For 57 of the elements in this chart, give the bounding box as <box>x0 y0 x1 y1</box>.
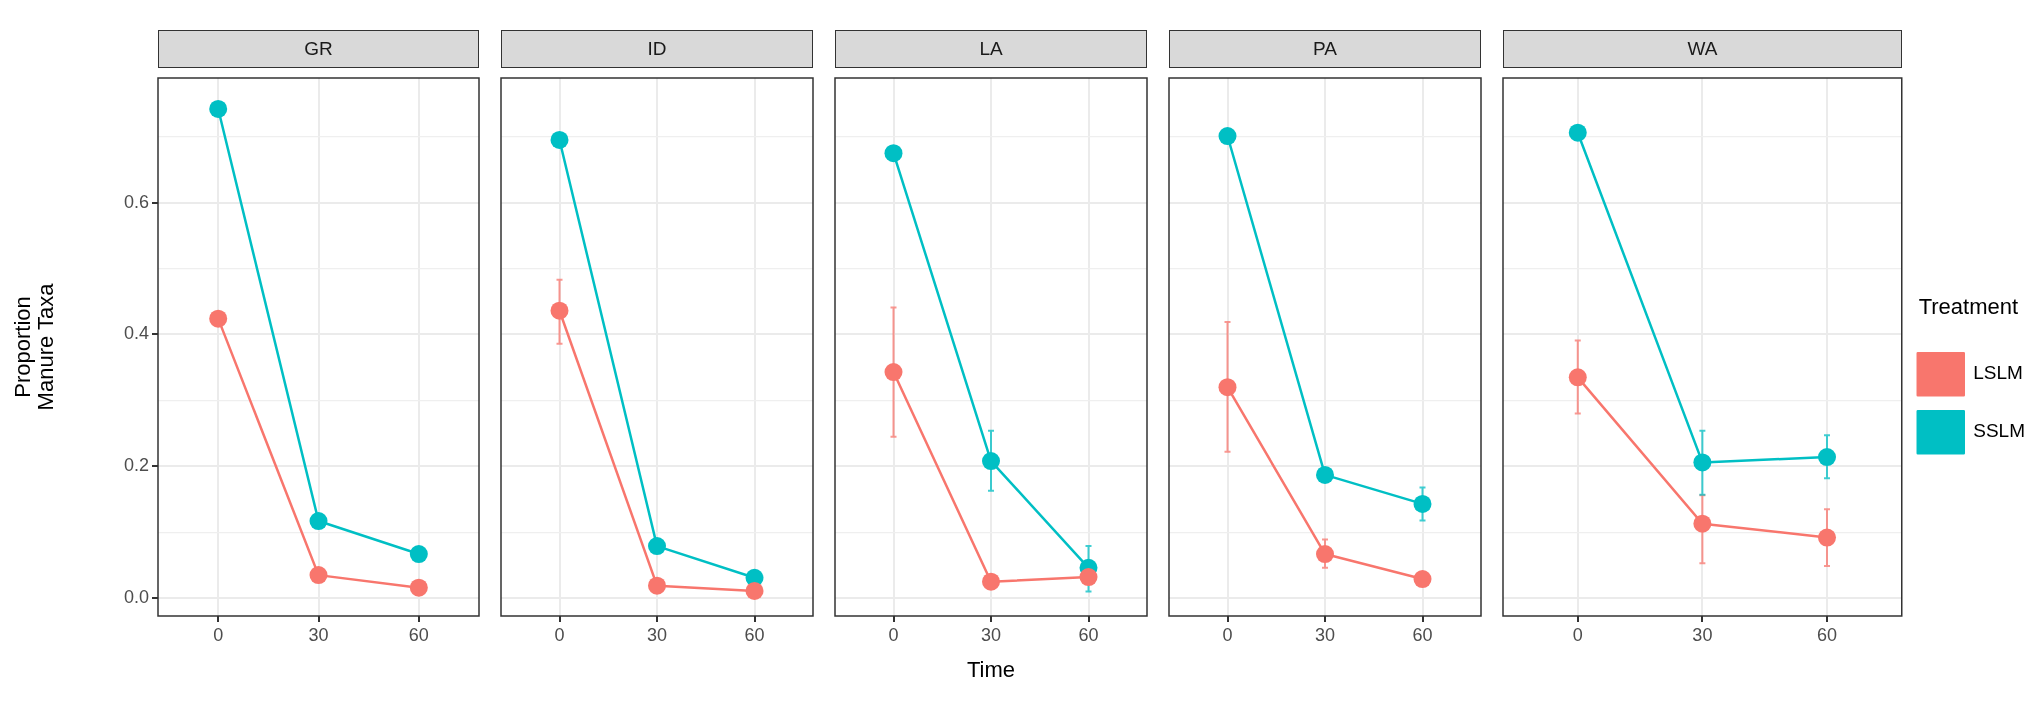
x-tick-label: 0 <box>1222 624 1233 645</box>
legend-label: SSLM <box>1973 420 2026 442</box>
x-tick-label: 60 <box>1078 624 1099 645</box>
point <box>648 576 666 595</box>
x-tick-label: 0 <box>888 624 899 645</box>
point <box>1316 545 1334 564</box>
x-axis-title: Time <box>966 656 1016 682</box>
point <box>1218 127 1237 146</box>
point <box>550 130 569 149</box>
point <box>745 581 764 600</box>
y-tick-label: 0.4 <box>123 323 149 344</box>
x-tick-label: 30 <box>1692 624 1713 645</box>
point <box>309 512 328 531</box>
point <box>1693 514 1712 533</box>
point <box>209 99 228 118</box>
y-axis-title: Proportion Manure Taxa <box>9 282 58 411</box>
y-tick-label: 0.2 <box>123 455 149 476</box>
point <box>409 545 428 564</box>
chart-title: ID <box>501 30 813 68</box>
point <box>1817 448 1836 467</box>
x-tick-label: 60 <box>744 624 765 645</box>
x-tick-label: 60 <box>1816 624 1838 645</box>
point <box>1817 528 1836 547</box>
x-tick-label: 30 <box>308 624 329 645</box>
point <box>1316 465 1334 484</box>
point <box>1568 123 1587 142</box>
chart-title: GR <box>158 30 479 68</box>
point <box>409 578 428 597</box>
x-tick-label: 60 <box>408 624 429 645</box>
point <box>982 572 1000 591</box>
point <box>1413 570 1432 589</box>
chart-title: WA <box>1503 30 1902 68</box>
point <box>209 309 228 328</box>
point <box>309 566 328 585</box>
x-tick-label: 60 <box>1412 624 1433 645</box>
point <box>1693 453 1712 472</box>
point <box>982 452 1000 471</box>
x-tick-label: 30 <box>1314 624 1336 645</box>
chart-title: PA <box>1169 30 1481 68</box>
point <box>1218 378 1237 397</box>
point <box>550 301 569 320</box>
x-tick-label: 0 <box>213 624 224 645</box>
point <box>1568 368 1587 387</box>
point <box>884 363 903 382</box>
legend-title: Treatment <box>1918 293 2019 319</box>
point <box>1079 568 1098 587</box>
point <box>1413 494 1432 513</box>
point <box>884 144 903 163</box>
x-tick-label: 30 <box>646 624 668 645</box>
x-tick-label: 0 <box>1572 624 1583 645</box>
legend-label: LSLM <box>1973 362 2023 384</box>
point <box>648 537 666 556</box>
x-tick-label: 0 <box>554 624 565 645</box>
y-tick-label: 0.6 <box>123 191 149 212</box>
x-tick-label: 30 <box>980 624 1002 645</box>
y-tick-label: 0.0 <box>123 587 149 608</box>
chart-title: LA <box>835 30 1147 68</box>
